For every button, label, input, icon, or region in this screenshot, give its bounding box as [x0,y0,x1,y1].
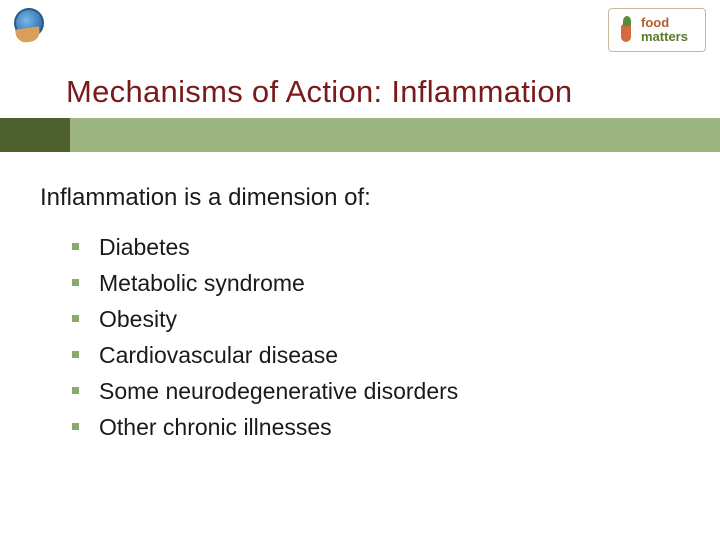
accent-band [0,118,720,152]
bullet-square-icon [72,315,79,322]
bullet-square-icon [72,279,79,286]
carrot-icon [615,16,637,44]
slide-title: Mechanisms of Action: Inflammation [66,74,572,110]
list-item: Some neurodegenerative disorders [72,376,458,406]
bullet-text: Some neurodegenerative disorders [99,376,458,406]
list-item: Other chronic illnesses [72,412,458,442]
bullet-text: Diabetes [99,232,190,262]
logo-healthcare-without-harm [14,8,60,54]
bullet-text: Metabolic syndrome [99,268,305,298]
bullet-square-icon [72,387,79,394]
list-item: Diabetes [72,232,458,262]
logo-food-matters: food matters [608,8,706,52]
bullet-square-icon [72,351,79,358]
logo-word-matters: matters [641,29,688,44]
list-item: Obesity [72,304,458,334]
logo-word-food: food [641,15,669,30]
bullet-text: Obesity [99,304,177,334]
bullet-square-icon [72,243,79,250]
food-matters-text: food matters [641,16,688,44]
bullet-square-icon [72,423,79,430]
accent-band-light [70,118,720,152]
bullet-list: Diabetes Metabolic syndrome Obesity Card… [72,232,458,448]
list-item: Cardiovascular disease [72,340,458,370]
bullet-text: Cardiovascular disease [99,340,338,370]
slide: food matters Mechanisms of Action: Infla… [0,0,720,540]
intro-text: Inflammation is a dimension of: [40,184,371,212]
bullet-text: Other chronic illnesses [99,412,332,442]
accent-band-dark [0,118,70,152]
list-item: Metabolic syndrome [72,268,458,298]
hand-icon [15,26,41,43]
